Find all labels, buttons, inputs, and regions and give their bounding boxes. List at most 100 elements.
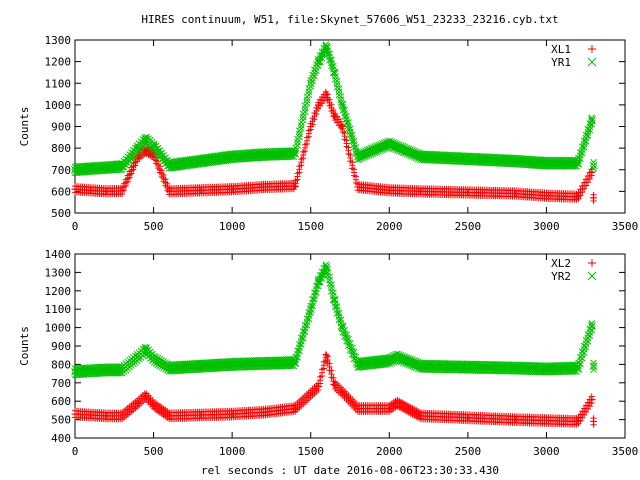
data-point	[299, 331, 307, 339]
y-tick-label: 1300	[45, 266, 72, 279]
y-tick-label: 1000	[45, 322, 72, 335]
data-point	[339, 122, 346, 129]
chart-title: HIRES continuum, W51, file:Skynet_57606_…	[141, 13, 558, 26]
data-point	[154, 158, 161, 165]
x-tick-label: 3500	[612, 445, 639, 458]
data-point	[326, 53, 333, 61]
data-point	[307, 123, 315, 130]
data-point	[294, 142, 301, 149]
data-point	[341, 109, 349, 117]
data-point	[348, 134, 356, 142]
data-point	[578, 354, 586, 362]
x-tick-label: 1000	[219, 445, 246, 458]
data-point	[311, 72, 318, 80]
series-YR1	[71, 41, 598, 177]
data-point	[307, 390, 315, 398]
data-point	[349, 159, 356, 166]
data-point	[326, 96, 333, 103]
data-point	[345, 144, 352, 151]
data-point	[328, 101, 335, 108]
y-tick-label: 700	[51, 377, 71, 390]
data-point	[590, 417, 598, 425]
y-tick-label: 700	[51, 164, 71, 177]
data-point	[511, 190, 519, 198]
data-point	[589, 362, 598, 371]
data-point	[303, 99, 311, 107]
data-point	[297, 122, 305, 129]
data-point	[350, 140, 358, 148]
x-tick-label: 0	[72, 220, 79, 233]
data-point	[343, 116, 350, 123]
y-tick-label: 1300	[45, 34, 72, 47]
y-tick-label: 500	[51, 414, 71, 427]
data-point	[580, 349, 588, 356]
data-point	[301, 325, 309, 332]
data-point	[297, 337, 305, 345]
legend-label: XL2	[551, 257, 571, 270]
data-point	[343, 137, 350, 144]
data-point	[294, 350, 301, 358]
data-point	[299, 113, 307, 121]
data-point	[542, 192, 550, 200]
data-point	[118, 412, 126, 420]
data-point	[305, 91, 313, 99]
legend-marker	[587, 271, 597, 281]
data-point	[586, 332, 594, 340]
data-point	[352, 173, 359, 180]
x-tick-label: 2000	[376, 220, 403, 233]
x-tick-label: 3500	[612, 220, 639, 233]
data-point	[141, 140, 149, 147]
data-point	[574, 193, 582, 201]
data-point	[160, 172, 167, 179]
data-point	[337, 118, 344, 125]
data-point	[87, 186, 95, 194]
x-axis-label: rel seconds : UT date 2016-08-06T23:30:3…	[201, 464, 499, 477]
data-point	[315, 101, 323, 109]
x-tick-label: 2500	[455, 220, 482, 233]
legend-label: YR1	[551, 56, 571, 69]
bottom-panel: 400 500 600 700 800 900 1000 1100 1200 1300 1400 0 5…	[18, 248, 638, 458]
data-point	[102, 187, 110, 195]
x-tick-label: 1000	[219, 220, 246, 233]
data-point	[299, 116, 307, 124]
data-point	[296, 344, 303, 351]
data-point	[71, 185, 79, 193]
series-YR2	[71, 261, 598, 379]
data-point	[296, 130, 303, 138]
data-point	[590, 366, 597, 373]
y-tick-label: 1200	[45, 56, 72, 69]
data-point	[305, 312, 313, 319]
y-tick-label: 1000	[45, 99, 72, 112]
data-point	[71, 410, 79, 418]
data-point	[354, 183, 362, 191]
x-tick-label: 3000	[533, 220, 560, 233]
y-tick-label: 800	[51, 142, 71, 155]
y-tick-label: 1100	[45, 303, 72, 316]
y-tick-label: 900	[51, 121, 71, 134]
y-tick-label: 600	[51, 185, 71, 198]
data-point	[313, 67, 320, 75]
data-point	[590, 194, 598, 202]
y-axis-label: Counts	[18, 326, 31, 366]
data-point	[162, 176, 169, 183]
x-tick-label: 2500	[455, 445, 482, 458]
y-tick-label: 400	[51, 432, 71, 445]
data-point	[164, 180, 171, 187]
data-point	[542, 417, 550, 425]
data-point	[330, 106, 337, 113]
legend-marker	[587, 57, 597, 67]
y-tick-label: 1100	[45, 77, 72, 90]
x-tick-label: 0	[72, 445, 79, 458]
x-tick-label: 2000	[376, 445, 403, 458]
x-tick-label: 1500	[297, 445, 324, 458]
data-point	[228, 185, 236, 193]
data-point	[303, 318, 311, 326]
data-point	[330, 112, 338, 120]
x-tick-label: 3000	[533, 445, 560, 458]
data-point	[346, 128, 354, 136]
data-point	[351, 166, 358, 173]
data-point	[158, 167, 165, 174]
data-point	[322, 90, 330, 98]
legend-label: XL1	[551, 43, 571, 56]
